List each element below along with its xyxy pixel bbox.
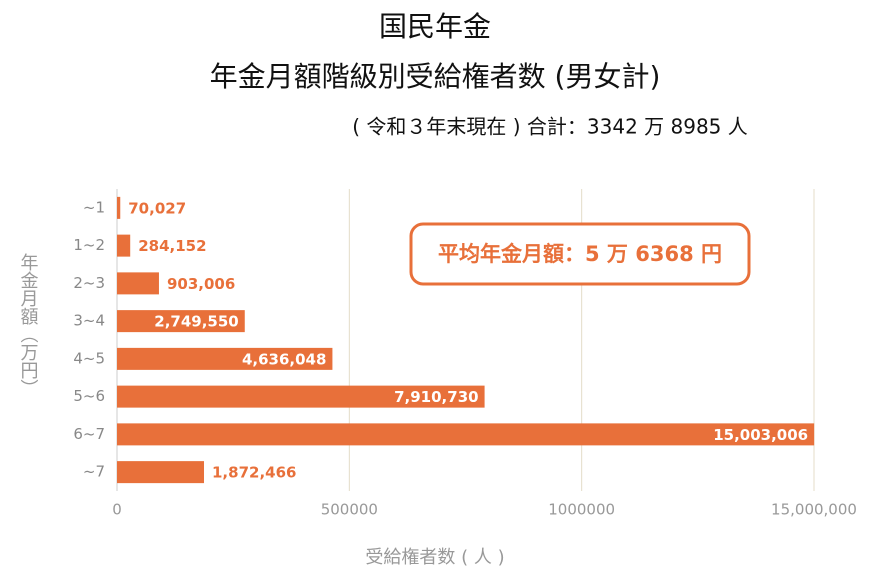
chart-subtitle: 年金月額階級別受給権者数 (男女計) [210, 60, 661, 93]
y-tick-label: 1~2 [73, 236, 105, 254]
y-tick-label: 4~5 [73, 349, 105, 367]
bar [117, 461, 205, 484]
chart-title: 国民年金 [379, 10, 491, 43]
data-label: 903,006 [167, 275, 235, 293]
data-label: 70,027 [128, 199, 186, 217]
bar [117, 347, 333, 370]
y-tick-label: 5~6 [73, 387, 105, 405]
y-tick-label: ~1 [83, 198, 105, 216]
chart-note: ( 令和３年末現在 ) 合計：3342 万 8985 人 [352, 115, 748, 139]
bar [117, 234, 131, 257]
y-tick-label: 2~3 [73, 274, 105, 292]
y-tick-label: 6~7 [73, 425, 105, 443]
data-label: 2,749,550 [154, 313, 238, 331]
data-label: 284,152 [138, 237, 206, 255]
x-axis-label: 受給権者数 ( 人 ) [365, 547, 504, 568]
bar [117, 385, 485, 408]
data-label: 7,910,730 [394, 388, 478, 406]
bar [117, 310, 245, 333]
y-tick-label: ~7 [83, 463, 105, 481]
bar [117, 272, 159, 295]
data-label: 1,872,466 [212, 464, 296, 482]
annotation: 平均年金月額：5 万 6368 円 [438, 242, 722, 266]
x-tick-label: 1000000 [548, 501, 615, 519]
x-tick-label: 0 [112, 501, 122, 519]
data-label: 4,636,048 [242, 350, 326, 368]
bar [117, 196, 121, 219]
x-tick-label: 500000 [321, 501, 378, 519]
annotation-box [409, 222, 751, 286]
bar [117, 423, 815, 446]
data-label: 15,003,006 [713, 426, 808, 444]
x-tick-label: 15,000,000 [771, 501, 857, 519]
y-tick-label: 3~4 [73, 312, 105, 330]
y-axis-label: 年金月額（万円） [18, 253, 39, 397]
